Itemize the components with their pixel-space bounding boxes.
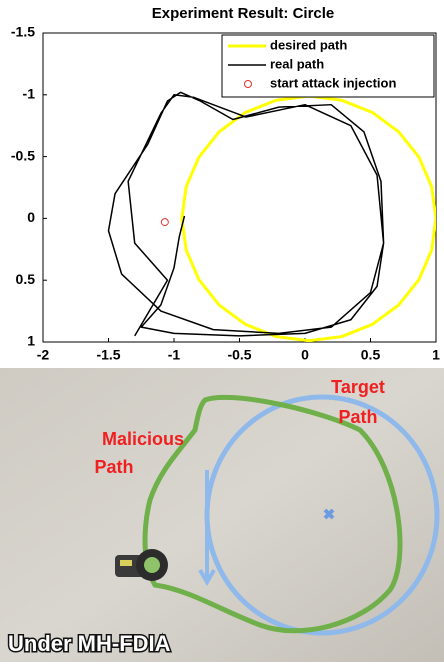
y-tick-label: 0.5: [16, 271, 36, 287]
x-tick-label: 0.5: [361, 347, 381, 363]
figure: Experiment Result: Circle -1.5 -1 -0.5 0 0.5…: [0, 0, 444, 662]
malicious-label: Malicious: [102, 429, 184, 449]
caption: Under MH-FDIA: [8, 631, 171, 656]
x-tick-label: -1: [168, 347, 181, 363]
x-tick-label: 1: [432, 347, 440, 363]
y-tick-label: -0.5: [11, 147, 35, 163]
legend-label: desired path: [270, 37, 347, 52]
x-tick-label: -0.5: [227, 347, 251, 363]
page: {"chart_data": {"type": "line", "title":…: [0, 0, 444, 662]
legend-label: real path: [270, 56, 324, 71]
y-tick-label: -1: [23, 86, 36, 102]
x-tick-label: 0: [301, 347, 309, 363]
target-label: Target: [331, 377, 385, 397]
center-mark: [325, 510, 333, 518]
target-label: Path: [338, 407, 377, 427]
legend-label: start attack injection: [270, 75, 396, 90]
malicious-label: Path: [94, 457, 133, 477]
x-tick-label: -2: [37, 347, 50, 363]
y-tick-label: -1.5: [11, 24, 35, 40]
photo: Target Path Malicious Path Under MH-FDIA: [0, 368, 444, 662]
x-tick-label: -1.5: [96, 347, 120, 363]
y-tick-label: 1: [27, 333, 35, 349]
chart-title: Experiment Result: Circle: [152, 5, 335, 22]
y-tick-label: 0: [27, 209, 35, 225]
